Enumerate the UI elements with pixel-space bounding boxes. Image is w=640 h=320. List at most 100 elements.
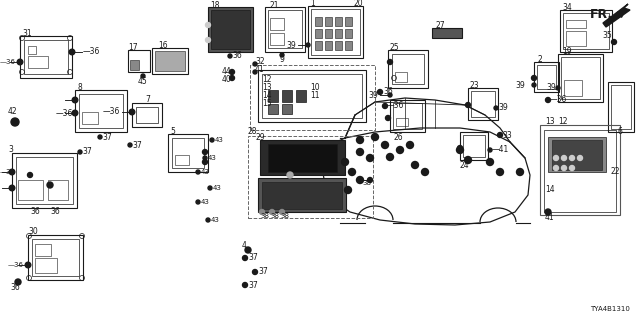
Text: 23: 23 xyxy=(470,81,479,90)
Text: 38: 38 xyxy=(270,213,279,219)
Circle shape xyxy=(465,102,470,108)
Bar xyxy=(128,50,150,72)
Text: 24: 24 xyxy=(460,161,470,170)
Bar xyxy=(396,118,408,126)
Text: 15: 15 xyxy=(262,100,271,108)
Circle shape xyxy=(387,60,392,65)
Circle shape xyxy=(367,155,374,162)
Circle shape xyxy=(9,169,15,175)
Circle shape xyxy=(456,147,463,154)
Circle shape xyxy=(205,37,211,43)
Text: 36: 36 xyxy=(50,207,60,217)
Text: 7: 7 xyxy=(145,95,150,105)
Text: 39: 39 xyxy=(515,81,525,90)
Bar xyxy=(172,138,204,168)
Circle shape xyxy=(349,169,355,175)
Bar xyxy=(561,57,600,99)
Bar xyxy=(32,239,79,276)
Circle shape xyxy=(406,141,413,148)
Text: 14: 14 xyxy=(262,92,271,100)
Text: 43: 43 xyxy=(208,155,217,161)
Bar xyxy=(335,41,342,50)
Text: 37: 37 xyxy=(102,132,112,141)
Bar xyxy=(325,29,332,38)
Bar xyxy=(392,54,424,84)
Text: 11: 11 xyxy=(310,92,319,100)
Text: 37: 37 xyxy=(248,281,258,290)
Bar xyxy=(345,17,352,26)
Circle shape xyxy=(458,146,463,150)
Circle shape xyxy=(387,154,394,161)
Text: 43: 43 xyxy=(215,137,224,143)
Bar xyxy=(24,40,68,74)
Bar xyxy=(282,90,292,102)
Circle shape xyxy=(570,156,575,161)
Circle shape xyxy=(25,262,31,268)
Bar xyxy=(558,54,603,102)
Circle shape xyxy=(306,43,310,47)
Circle shape xyxy=(383,103,387,108)
Circle shape xyxy=(532,83,536,87)
Text: 36: 36 xyxy=(10,284,20,292)
Circle shape xyxy=(28,172,33,178)
Bar xyxy=(564,80,582,96)
Circle shape xyxy=(128,143,132,147)
Bar xyxy=(544,130,616,212)
Bar xyxy=(262,182,342,209)
Bar xyxy=(208,7,253,52)
Bar xyxy=(534,62,559,92)
Bar xyxy=(248,136,373,218)
Text: 43: 43 xyxy=(201,169,210,175)
Text: —41: —41 xyxy=(492,146,509,155)
Text: 38: 38 xyxy=(260,213,269,219)
Bar xyxy=(463,135,485,157)
Bar xyxy=(258,178,346,212)
Text: 18: 18 xyxy=(210,1,220,10)
Circle shape xyxy=(397,147,403,154)
Text: 13: 13 xyxy=(545,117,555,126)
Circle shape xyxy=(342,158,349,165)
Text: 37: 37 xyxy=(258,268,268,276)
Text: 20: 20 xyxy=(354,0,364,9)
Text: 16: 16 xyxy=(158,41,168,50)
Bar xyxy=(268,144,337,172)
Circle shape xyxy=(344,187,351,194)
Circle shape xyxy=(412,162,419,169)
Bar xyxy=(82,112,98,124)
Text: 12: 12 xyxy=(558,117,568,126)
Circle shape xyxy=(367,178,372,182)
Bar xyxy=(611,85,631,129)
Text: 25: 25 xyxy=(390,43,399,52)
Bar xyxy=(79,94,123,128)
Bar xyxy=(563,13,609,49)
Text: —36: —36 xyxy=(387,101,404,110)
Text: —36: —36 xyxy=(83,47,100,57)
Text: 43: 43 xyxy=(211,217,220,223)
Bar xyxy=(390,100,425,132)
Circle shape xyxy=(202,149,207,155)
Bar xyxy=(325,41,332,50)
Circle shape xyxy=(545,209,551,215)
Text: 3: 3 xyxy=(8,146,13,155)
Bar xyxy=(540,125,620,215)
Bar xyxy=(18,180,43,200)
Text: 37: 37 xyxy=(132,140,141,149)
Circle shape xyxy=(287,172,293,178)
Text: FR.: FR. xyxy=(590,9,613,21)
Circle shape xyxy=(269,210,275,214)
Bar xyxy=(268,10,302,48)
Bar xyxy=(16,157,73,204)
Circle shape xyxy=(196,200,200,204)
Bar xyxy=(12,153,77,208)
Text: 10: 10 xyxy=(310,84,319,92)
Bar xyxy=(28,46,36,54)
Circle shape xyxy=(243,255,248,260)
Circle shape xyxy=(356,148,364,156)
Circle shape xyxy=(545,98,550,102)
Bar xyxy=(432,28,462,38)
Bar xyxy=(393,103,422,129)
Bar xyxy=(345,29,352,38)
Circle shape xyxy=(206,218,210,222)
Bar xyxy=(311,9,360,55)
Bar xyxy=(296,90,306,102)
